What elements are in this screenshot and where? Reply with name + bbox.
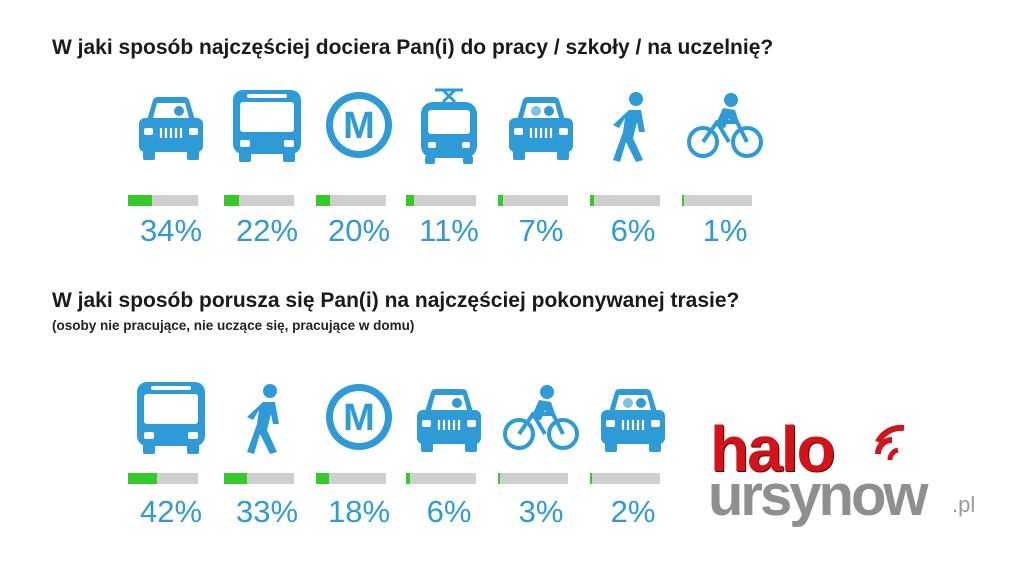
bar-walking: [224, 473, 247, 484]
bus-icon: [131, 380, 211, 456]
bicycle-icon: [685, 88, 765, 164]
metro-icon: M: [319, 380, 399, 456]
bar-track: [590, 195, 660, 206]
bar-track: [224, 195, 294, 206]
data-label-car-passenger: 2%: [610, 494, 656, 529]
data-label-bus: 22%: [235, 213, 299, 248]
bar-car-passenger: [590, 473, 592, 484]
data-label-metro: 20%: [327, 213, 391, 248]
tram-icon: [409, 88, 489, 164]
svg-text:M: M: [343, 397, 375, 439]
bar-track: [406, 473, 476, 484]
bar-car-passenger: [498, 195, 503, 206]
bar-track: [406, 195, 476, 206]
question-2-title: W jaki sposób porusza się Pan(i) na najc…: [52, 289, 740, 312]
data-label-tram: 11%: [419, 213, 479, 248]
question-2-subtitle: (osoby nie pracujące, nie uczące się, pr…: [52, 318, 415, 333]
data-label-walking: 33%: [235, 494, 299, 529]
car-passenger-icon: [593, 380, 673, 456]
car-driver-icon: [409, 380, 489, 456]
bar-track: [128, 473, 198, 484]
bar-track: [224, 473, 294, 484]
bar-track: [316, 195, 386, 206]
bar-bicycle: [498, 473, 500, 484]
bar-track: [682, 195, 752, 206]
bar-walking: [590, 195, 594, 206]
logo-halo-text: halo: [710, 413, 836, 485]
bar-metro: [316, 473, 329, 484]
data-label-bicycle: 3%: [518, 494, 564, 529]
bar-track: [498, 473, 568, 484]
data-label-bicycle: 1%: [702, 213, 748, 248]
bar-track: [590, 473, 660, 484]
svg-text:M: M: [343, 105, 375, 147]
data-label-metro: 18%: [327, 494, 391, 529]
bar-track: [128, 195, 198, 206]
bar-track: [316, 473, 386, 484]
bar-car-driver: [128, 195, 152, 206]
walking-icon: [227, 380, 307, 456]
bicycle-icon: [501, 380, 581, 456]
data-label-car-passenger: 7%: [518, 213, 564, 248]
car-driver-icon: [131, 88, 211, 164]
data-label-car-driver: 34%: [139, 213, 203, 248]
signal-waves-icon: [875, 424, 905, 461]
bar-bus: [128, 473, 157, 484]
car-passenger-icon: [501, 88, 581, 164]
bar-tram: [406, 195, 414, 206]
question-1-title: W jaki sposób najczęściej dociera Pan(i)…: [52, 36, 774, 59]
bar-bus: [224, 195, 239, 206]
walking-icon: [593, 88, 673, 164]
metro-icon: M: [319, 88, 399, 164]
data-label-walking: 6%: [610, 213, 656, 248]
data-label-car-driver: 6%: [426, 494, 472, 529]
bar-metro: [316, 195, 330, 206]
data-label-bus: 42%: [139, 494, 203, 529]
bar-track: [498, 195, 568, 206]
logo-ursynow-text: ursynow: [708, 463, 928, 528]
logo-pl-text: .pl: [952, 492, 976, 517]
bar-car-driver: [406, 473, 410, 484]
bar-bicycle: [682, 195, 684, 206]
bus-icon: [227, 88, 307, 164]
halo-ursynow-logo: halo ursynow .pl: [700, 413, 990, 553]
